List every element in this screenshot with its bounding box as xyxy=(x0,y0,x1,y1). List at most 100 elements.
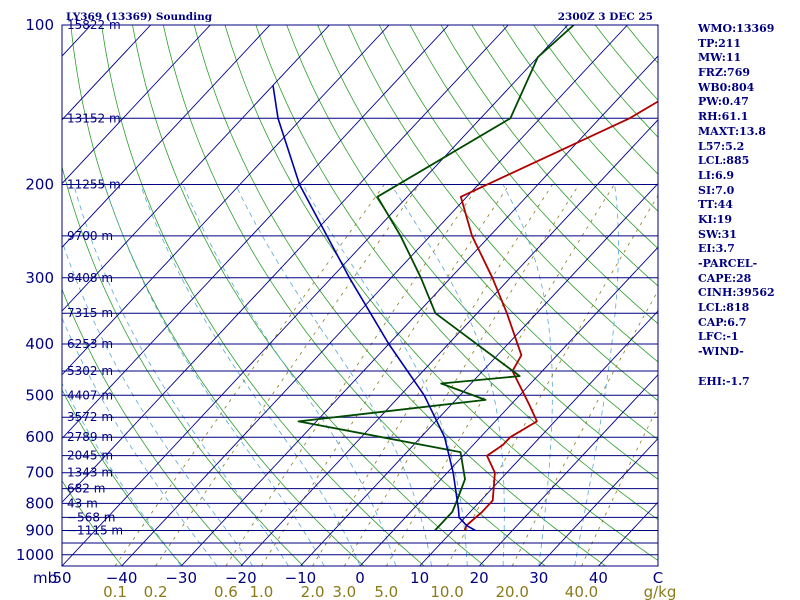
height-label: 11255 m xyxy=(67,178,121,192)
height-label: 43 m xyxy=(67,496,98,510)
index-line: EI:3.7 xyxy=(698,242,735,256)
dry-adiabat xyxy=(378,25,658,363)
isotherm xyxy=(62,25,390,376)
temperature-tick-label: 0 xyxy=(355,569,365,587)
index-line: TP:211 xyxy=(698,36,742,50)
height-label: −1115 m xyxy=(67,524,123,538)
moist-adiabat xyxy=(62,382,182,566)
moist-adiabat xyxy=(62,239,254,566)
index-line: PW:0.47 xyxy=(698,95,749,109)
pressure-tick-label: 1000 xyxy=(16,546,54,564)
index-line: -PARCEL- xyxy=(698,257,758,270)
index-line: EHI:-1.7 xyxy=(698,374,750,388)
height-label: 8408 m xyxy=(67,271,113,285)
index-line: CINH:39562 xyxy=(698,286,775,300)
dry-adiabat xyxy=(317,25,658,441)
dry-adiabat xyxy=(162,25,546,566)
sounding-profiles xyxy=(272,25,658,532)
pressure-tick-label: 400 xyxy=(25,335,54,353)
mixing-ratio-label: 40.0 xyxy=(565,583,598,600)
index-line: CAPE:28 xyxy=(698,271,752,285)
height-label: 5302 m xyxy=(67,364,113,378)
moist-adiabat xyxy=(73,184,289,566)
isotherm xyxy=(180,55,658,566)
isotherm xyxy=(62,25,151,121)
index-line xyxy=(698,360,798,375)
dewpoint-line xyxy=(297,25,575,532)
dry-adiabat xyxy=(440,25,658,287)
moist-adiabat xyxy=(574,184,619,566)
index-line: FRZ:769 xyxy=(698,66,751,80)
isotherm xyxy=(538,437,658,566)
mixing-ratio-label: 5.0 xyxy=(374,583,398,600)
mixing-ratio-line xyxy=(312,184,553,566)
dry-adiabat xyxy=(132,25,485,566)
dry-adiabat xyxy=(409,25,658,325)
mixing-ratio-label: 3.0 xyxy=(332,583,356,600)
dry-adiabat xyxy=(348,25,658,402)
temperature-tick-label: −30 xyxy=(165,569,197,587)
parcel-line xyxy=(272,85,476,532)
temperature-tick-label: −40 xyxy=(106,569,138,587)
index-line: LFC:-1 xyxy=(698,330,739,344)
dry-adiabat xyxy=(62,288,244,566)
pressure-tick-label: 100 xyxy=(25,16,54,34)
mixing-ratio-line xyxy=(385,184,615,566)
height-label: 3572 m xyxy=(67,410,113,424)
index-line: L57:5.2 xyxy=(698,139,745,153)
isotherm xyxy=(62,25,330,312)
mixing-ratio-label: 20.0 xyxy=(495,583,528,600)
temperature-tick-label: 50 xyxy=(52,569,71,587)
isotherm xyxy=(62,25,509,503)
isotherm xyxy=(359,246,658,566)
index-line: KI:19 xyxy=(698,212,733,226)
index-line: LI:6.9 xyxy=(698,168,735,182)
mixing-ratio-line xyxy=(114,184,385,566)
index-line: MW:11 xyxy=(698,51,742,65)
height-label: 4407 m xyxy=(67,388,113,402)
isotherm xyxy=(300,182,658,566)
moist-adiabat xyxy=(182,184,397,566)
height-label: 2789 m xyxy=(67,430,113,444)
height-label: 13152 m xyxy=(67,111,121,125)
isotherm xyxy=(62,25,569,566)
pressure-tick-label: 300 xyxy=(25,269,54,287)
isotherm xyxy=(121,25,628,566)
moist-adiabat xyxy=(104,184,325,566)
temperature-tick-label: −20 xyxy=(225,569,257,587)
dry-adiabat xyxy=(286,25,658,480)
mixing-ratio-line xyxy=(343,184,580,566)
temperature-line xyxy=(459,100,658,531)
index-line: MAXT:13.8 xyxy=(698,124,766,138)
index-line: CAP:6.7 xyxy=(698,315,747,329)
isotherm xyxy=(478,374,658,566)
pressure-tick-label: 500 xyxy=(25,386,54,404)
isotherm xyxy=(240,119,658,566)
mixing-ratio-label: 10.0 xyxy=(430,583,463,600)
index-line: TT:44 xyxy=(698,198,733,212)
index-line: LCL:818 xyxy=(698,301,750,315)
temperature-tick-label: 30 xyxy=(529,569,548,587)
pressure-tick-label: 600 xyxy=(25,428,54,446)
dry-adiabat xyxy=(255,25,658,521)
sounding-time: 2300Z 3 DEC 25 xyxy=(558,11,653,23)
height-label: 2045 m xyxy=(67,449,113,463)
height-label: 682 m xyxy=(67,482,105,496)
height-label: 7315 m xyxy=(67,306,113,320)
index-line: SI:7.0 xyxy=(698,183,735,197)
index-line: LCL:885 xyxy=(698,154,750,168)
dry-adiabat xyxy=(101,25,425,566)
pressure-tick-label: 800 xyxy=(25,494,54,512)
temperature-tick-label: 40 xyxy=(589,569,608,587)
dry-adiabat xyxy=(62,388,183,566)
mixing-ratio-unit-label: g/kg xyxy=(644,583,677,600)
mixing-ratio-label: 0.2 xyxy=(144,583,168,600)
dry-adiabat xyxy=(62,479,123,566)
height-label: 9700 m xyxy=(67,229,113,243)
isotherm xyxy=(62,25,211,185)
index-line: SW:31 xyxy=(698,227,737,241)
plot-frame xyxy=(61,24,659,567)
